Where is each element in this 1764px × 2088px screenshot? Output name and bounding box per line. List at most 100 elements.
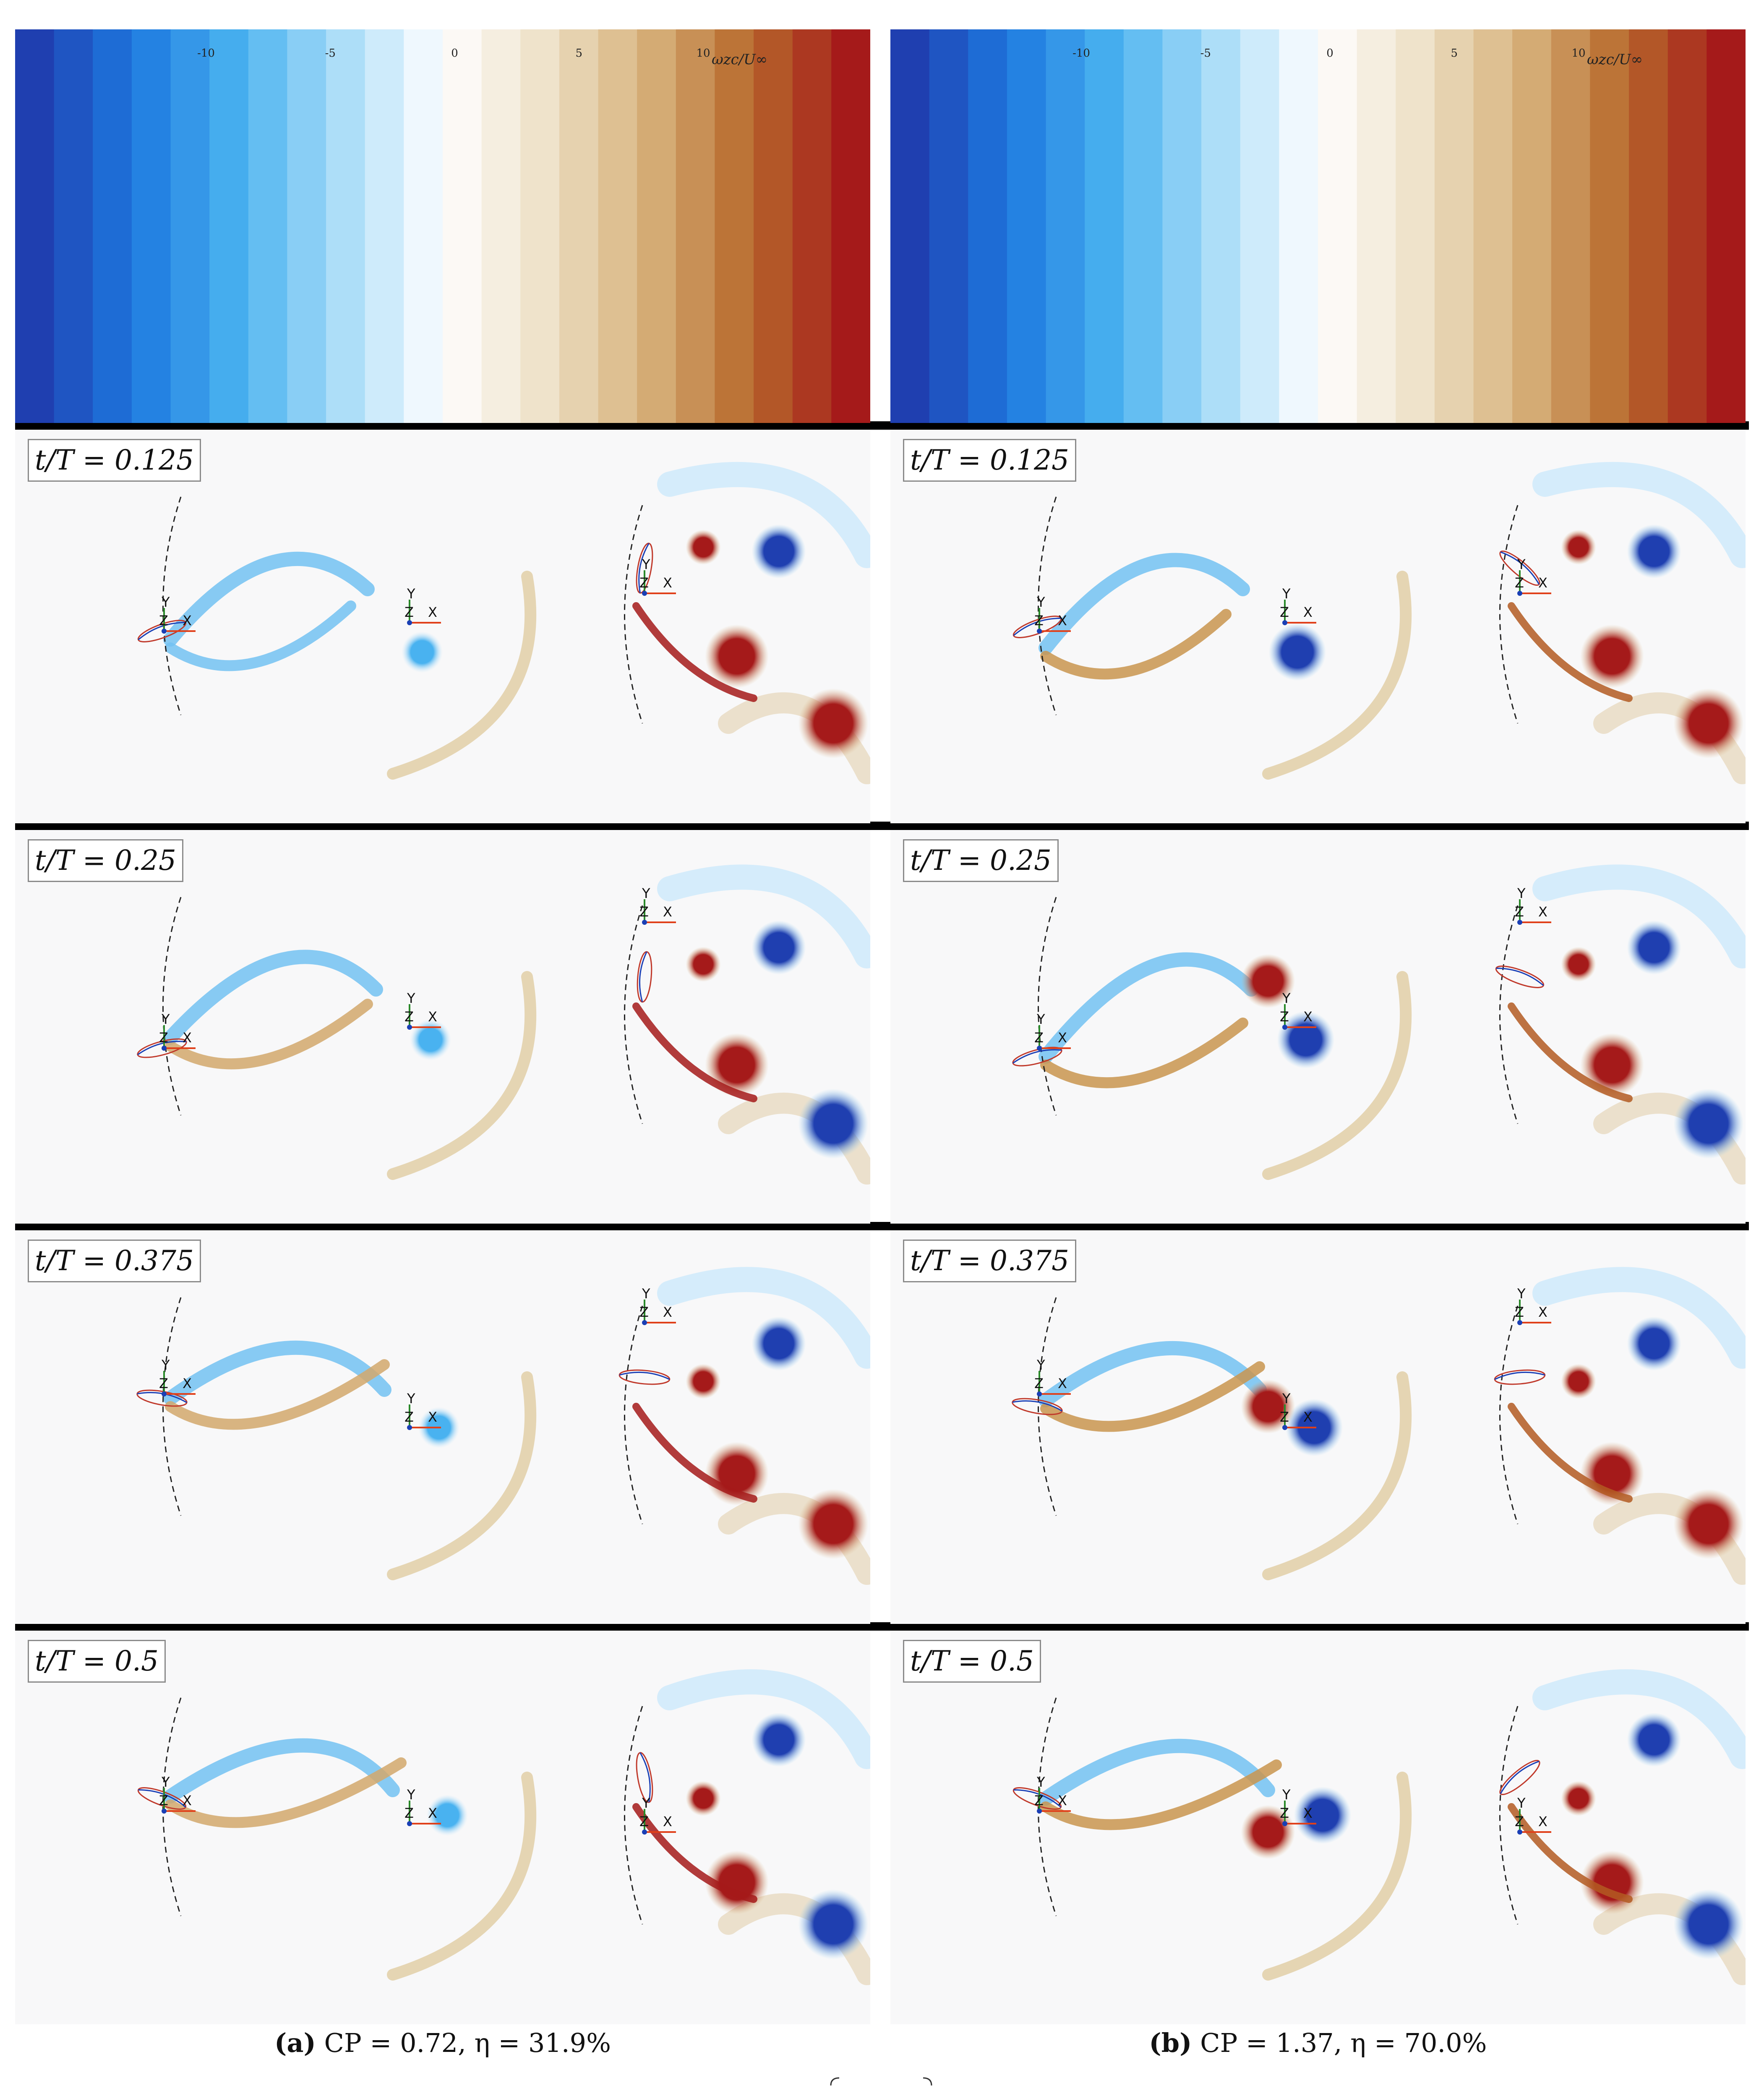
axis-x-label: X [663,1304,672,1320]
negative-vortex [798,1088,869,1159]
axis-z-label: Z [1034,1793,1044,1809]
axis-x-label: X [1538,1304,1547,1320]
axis-y-label: Y [1036,1774,1045,1790]
airfoil [1495,966,1545,988]
axis-z-label: Z [159,1793,168,1809]
colorbar-tick-label: -5 [325,47,336,60]
swept-path-arc [1038,1697,1057,1916]
blade-wake-negative [1039,553,1250,655]
trailing-wake-filament [1262,571,1412,780]
axis-z-label: Z [1280,1009,1289,1025]
axis-y-label: Y [407,1391,415,1407]
positive-vortex [1561,1364,1596,1399]
colorbar-tick-label: -10 [1072,47,1090,60]
swept-path-arc [624,905,643,1124]
trailing-wake-filament [1262,971,1412,1180]
time-label: t/T = 0.125 [28,439,201,482]
axis-y-label: Y [1282,586,1291,602]
airfoil [137,1038,187,1058]
background-shear-layer [657,864,870,968]
blade-wake-negative [1039,1738,1275,1806]
axis-y-label: Y [1517,556,1526,572]
blade-wake-negative [1039,1341,1267,1407]
negative-vortex [1673,1088,1744,1159]
background-shear-layer [1532,1669,1746,1769]
axis-x-label: X [183,1375,192,1391]
caption-a-tag: (a) [274,2028,316,2058]
axis-y-label: Y [407,990,415,1006]
axis-x-label: X [183,1793,192,1809]
blade-wake-mixed [1040,609,1232,680]
downstream-blade-wake [632,1803,757,1903]
axis-y-label: Y [642,556,650,572]
time-label: t/T = 0.375 [903,1240,1076,1282]
axis-x-label: X [1058,613,1067,629]
axis-x-label: X [1058,1030,1067,1046]
positive-vortex [1580,1033,1644,1097]
blade-wake-negative [1039,952,1258,1064]
airfoil [1012,1047,1062,1067]
axis-y-label: Y [642,1286,650,1302]
axis-z-label: Z [639,904,649,920]
colorbar-tick-label: 0 [451,47,458,60]
airfoil [618,1369,671,1385]
axis-z-label: Z [404,1805,414,1821]
trailing-wake-filament [387,1772,537,1981]
axis-y-label: Y [161,1774,170,1790]
axis-z-label: Z [1515,575,1524,591]
background-shear-layer [657,1669,870,1769]
blade-wake-mixed [165,999,373,1070]
axis-x-label: X [1058,1793,1067,1809]
caption-b: (b) CP = 1.37, η = 70.0% [890,2028,1746,2058]
axis-y-label: Y [1517,1795,1526,1811]
axis-y-label: Y [1517,885,1526,901]
axis-z-label: Z [639,575,649,591]
axis-x-label: X [183,613,192,629]
positive-vortex [1673,688,1744,759]
swept-path-arc [624,1706,643,1925]
axis-x-label: X [428,1805,437,1821]
axis-z-label: Z [1515,1304,1524,1320]
swept-path-arc [624,505,643,724]
axis-x-label: X [1303,1805,1313,1821]
time-label: t/T = 0.125 [903,439,1076,482]
axis-z-label: Z [404,1009,414,1025]
axis-x-label: X [663,1814,672,1830]
axis-y-label: Y [1036,1357,1045,1373]
axis-x-label: X [428,1409,437,1425]
axis-z-label: Z [1515,904,1524,920]
axis-y-label: Y [1282,1787,1291,1803]
swept-path-arc [624,1305,643,1524]
trailing-wake-filament [387,1371,537,1580]
downstream-blade-wake [1508,1403,1633,1503]
positive-vortex [686,947,721,982]
colorbar-tick-label: 5 [575,47,583,60]
axis-y-label: Y [1517,1286,1526,1302]
positive-vortex [1561,1781,1596,1816]
colorbar-tick-label: -5 [1200,47,1211,60]
airfoil [1499,551,1540,586]
axis-y-label: Y [1036,594,1045,610]
caption-b-text: CP = 1.37, η = 70.0% [1200,2028,1487,2058]
trailing-wake-filament [387,971,537,1180]
axis-x-label: X [1303,604,1313,620]
airfoil [1494,1369,1546,1385]
trailing-wake-filament [387,571,537,780]
airfoil [637,951,652,1003]
axis-z-label: Z [159,1375,168,1391]
axis-y-label: Y [1282,990,1291,1006]
